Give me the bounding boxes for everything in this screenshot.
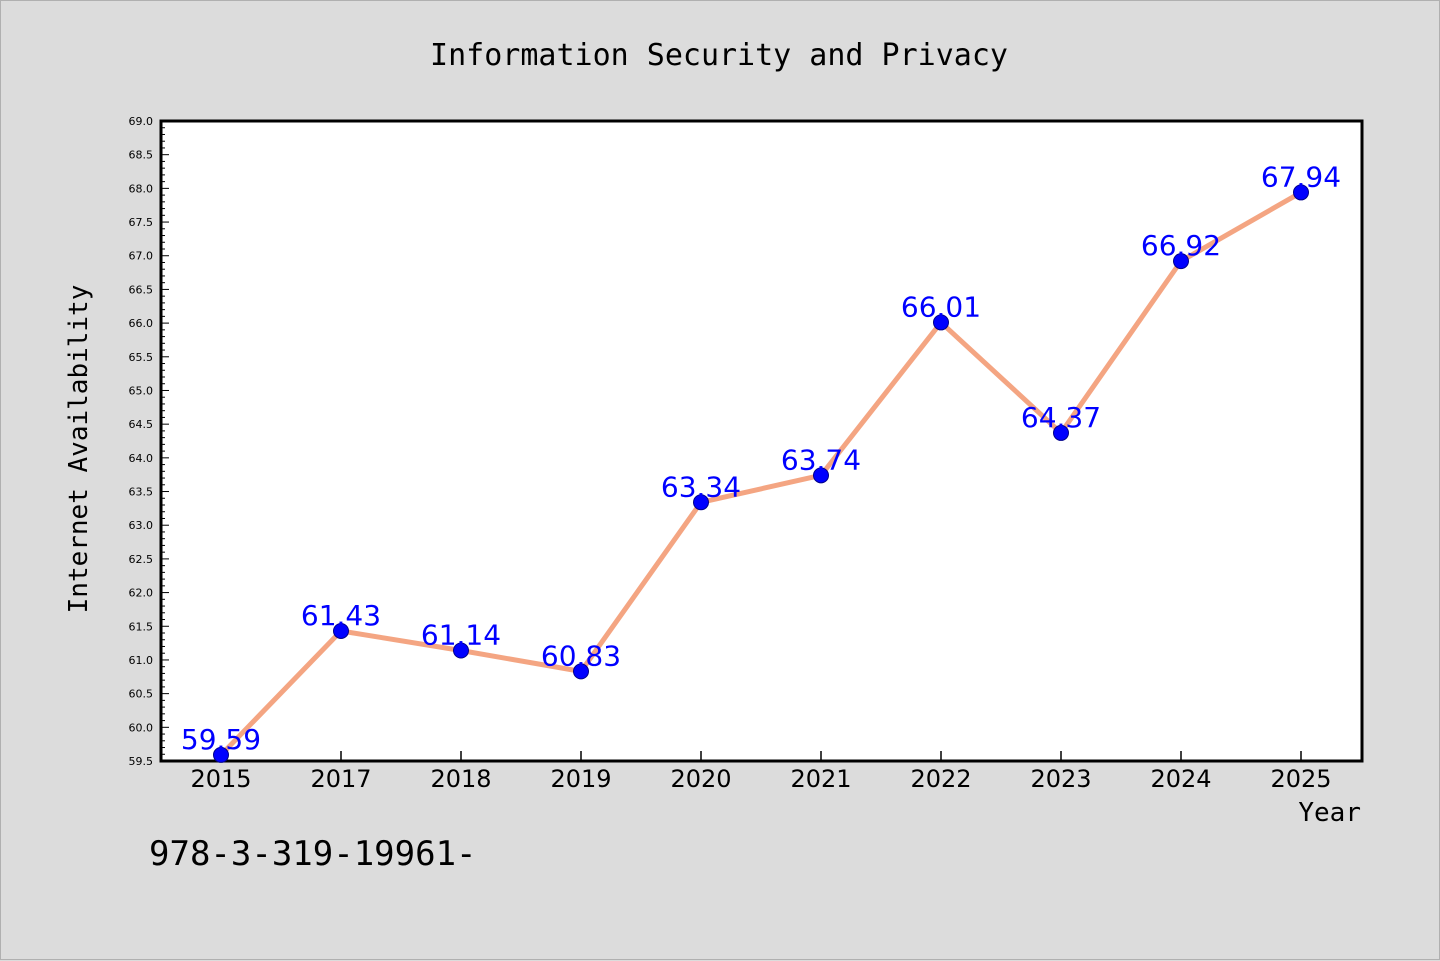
data-label: 61.14 — [421, 619, 501, 652]
data-label: 63.34 — [661, 470, 741, 503]
data-point — [333, 622, 349, 639]
y-tick-label: 66.0 — [129, 317, 154, 330]
y-tick-label: 61.5 — [129, 620, 154, 633]
footnote-text: 978-3-319-19961- — [149, 834, 477, 874]
y-tick-label: 67.0 — [129, 250, 154, 263]
data-point — [213, 746, 229, 763]
y-tick-label: 60.0 — [129, 721, 154, 734]
y-tick-label: 66.5 — [129, 283, 154, 296]
y-tick-label: 62.5 — [129, 553, 154, 566]
y-tick-label: 65.5 — [129, 351, 154, 364]
x-tick-label: 2023 — [1030, 765, 1091, 793]
y-axis-label: Internet Availability — [64, 285, 94, 614]
data-label: 67.94 — [1261, 160, 1341, 193]
x-tick-label: 2018 — [430, 765, 491, 793]
x-tick-label: 2017 — [310, 765, 371, 793]
y-tick-label: 62.0 — [129, 587, 154, 600]
plot-area — [159, 119, 1364, 763]
data-point — [933, 314, 949, 331]
x-tick-label: 2022 — [910, 765, 971, 793]
y-tick-label: 63.5 — [129, 486, 154, 499]
data-point — [1173, 253, 1189, 270]
y-tick-label: 64.0 — [129, 452, 154, 465]
data-point — [693, 494, 709, 511]
y-tick-label: 63.0 — [129, 519, 154, 532]
y-tick-label: 65.0 — [129, 384, 154, 397]
data-point — [453, 642, 469, 659]
data-point — [813, 467, 829, 484]
y-tick-label: 64.5 — [129, 418, 154, 431]
y-tick-label: 60.5 — [129, 688, 154, 701]
data-label: 59.59 — [181, 723, 261, 756]
y-tick-label: 68.0 — [129, 182, 154, 195]
data-label: 60.83 — [541, 639, 621, 672]
x-tick-label: 2015 — [190, 765, 251, 793]
data-label: 64.37 — [1021, 401, 1101, 434]
x-axis-label: Year — [1298, 798, 1361, 828]
x-tick-label: 2024 — [1150, 765, 1211, 793]
y-tick-label: 67.5 — [129, 216, 154, 229]
x-tick-label: 2021 — [790, 765, 851, 793]
y-tick-label: 69.0 — [129, 115, 154, 128]
data-label: 61.43 — [301, 599, 381, 632]
y-tick-label: 68.5 — [129, 149, 154, 162]
y-tick-label: 61.0 — [129, 654, 154, 667]
data-label: 66.92 — [1141, 229, 1221, 262]
series-line — [219, 190, 1303, 757]
y-tick-label: 59.5 — [129, 755, 154, 768]
x-tick-label: 2025 — [1270, 765, 1331, 793]
y-axis: 59.5 60.0 60.5 61.0 61.5 62.0 62.5 63.0 63.5 64.0… — [129, 115, 169, 768]
x-tick-label: 2020 — [670, 765, 731, 793]
data-point — [1053, 424, 1069, 441]
data-label: 63.74 — [781, 443, 861, 476]
data-labels: 59.59 61.43 61.14 60.83 63.34 63.74 66.01 64.37… — [181, 160, 1341, 756]
data-label: 66.01 — [901, 290, 981, 323]
x-tick-label: 2019 — [550, 765, 611, 793]
series-layer — [213, 184, 1309, 763]
chart-title: Information Security and Privacy — [430, 38, 1008, 73]
data-point — [1293, 184, 1309, 201]
data-point — [573, 663, 589, 680]
x-axis: 2015 2017 2018 2019 2020 2021 2022 2023 2024 2025 — [190, 751, 1332, 793]
